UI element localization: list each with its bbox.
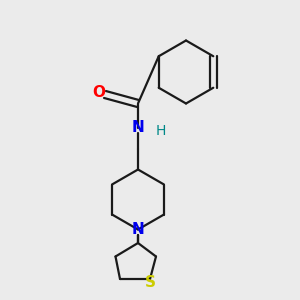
Text: H: H bbox=[155, 124, 166, 137]
Text: O: O bbox=[92, 85, 105, 100]
Text: N: N bbox=[132, 222, 144, 237]
Text: S: S bbox=[145, 275, 155, 290]
Text: N: N bbox=[132, 120, 144, 135]
